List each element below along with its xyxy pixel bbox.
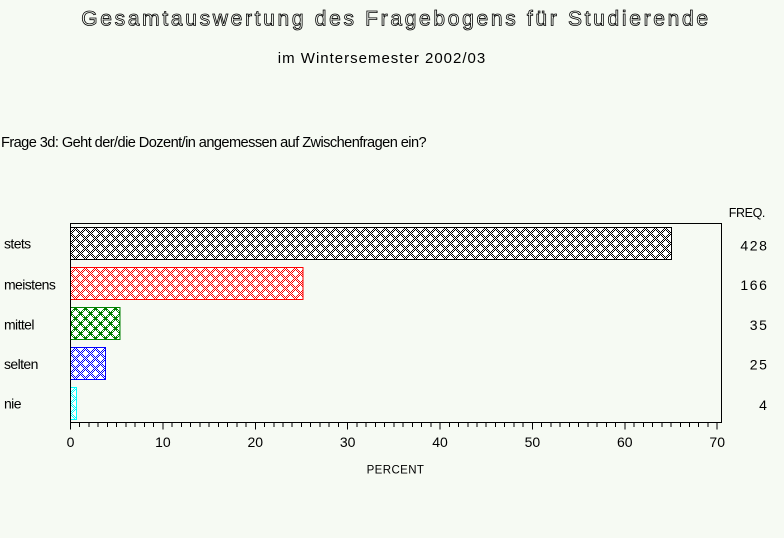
svg-text:25: 25 bbox=[750, 357, 769, 373]
svg-text:Frage 3d: Geht der/die Dozent/: Frage 3d: Geht der/die Dozent/in angemes… bbox=[1, 135, 426, 151]
svg-text:stets: stets bbox=[4, 236, 31, 252]
svg-text:30: 30 bbox=[340, 434, 356, 450]
svg-text:428: 428 bbox=[740, 237, 768, 253]
svg-text:FREQ.: FREQ. bbox=[729, 206, 765, 220]
svg-text:35: 35 bbox=[750, 317, 769, 333]
svg-text:4: 4 bbox=[759, 397, 768, 413]
svg-text:70: 70 bbox=[709, 434, 725, 450]
svg-text:10: 10 bbox=[155, 434, 171, 450]
svg-text:50: 50 bbox=[525, 434, 541, 450]
svg-text:nie: nie bbox=[4, 396, 22, 412]
svg-text:mittel: mittel bbox=[4, 317, 34, 333]
svg-text:20: 20 bbox=[247, 434, 263, 450]
svg-text:166: 166 bbox=[740, 277, 768, 293]
svg-text:im Wintersemester 2002/03: im Wintersemester 2002/03 bbox=[278, 50, 486, 67]
svg-text:0: 0 bbox=[67, 434, 75, 450]
svg-text:selten: selten bbox=[4, 356, 38, 372]
svg-text:PERCENT: PERCENT bbox=[367, 465, 425, 477]
svg-text:Gesamtauswertung des Frageboge: Gesamtauswertung des Fragebogens für Stu… bbox=[81, 8, 710, 31]
svg-text:meistens: meistens bbox=[4, 277, 56, 293]
svg-text:40: 40 bbox=[432, 434, 448, 450]
svg-text:60: 60 bbox=[617, 434, 633, 450]
